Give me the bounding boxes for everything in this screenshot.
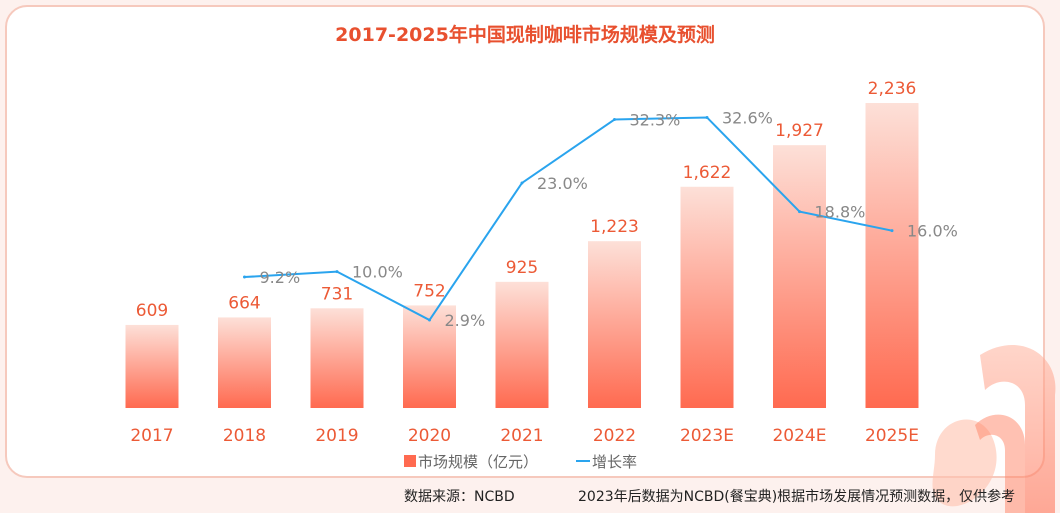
x-tick-label-2018: 2018 xyxy=(223,426,266,446)
bar-2024E xyxy=(773,145,826,408)
x-tick-label-2020: 2020 xyxy=(408,426,451,446)
growth-point-2024E xyxy=(798,210,801,214)
bar-value-label-2022: 1,223 xyxy=(590,217,639,237)
growth-label-2023E: 32.6% xyxy=(722,108,773,127)
legend-bar-swatch xyxy=(404,455,416,467)
bar-value-label-2021: 925 xyxy=(506,258,538,278)
x-tick-label-2025E: 2025E xyxy=(865,426,919,446)
x-tick-label-2021: 2021 xyxy=(500,426,543,446)
growth-label-2018: 9.2% xyxy=(260,268,301,287)
bar-2019 xyxy=(310,308,364,408)
growth-rate-line xyxy=(244,116,893,322)
growth-point-2019 xyxy=(335,270,339,274)
bar-value-label-2017: 609 xyxy=(136,301,168,321)
x-tick-label-2017: 2017 xyxy=(130,426,173,446)
legend-line-label: 增长率 xyxy=(592,453,637,471)
growth-point-2022 xyxy=(613,118,616,122)
growth-label-2019: 10.0% xyxy=(352,263,403,282)
bar-value-label-2018: 664 xyxy=(228,293,260,313)
bar-2022 xyxy=(588,241,641,408)
bar-2018 xyxy=(218,317,271,408)
x-tick-label-2022: 2022 xyxy=(593,426,636,446)
growth-label-2022: 32.3% xyxy=(630,111,681,130)
x-tick-label-2024E: 2024E xyxy=(772,426,826,446)
bar-2021 xyxy=(495,281,549,408)
decorative-ribbon-graphic xyxy=(932,344,1056,513)
growth-label-2025E: 16.0% xyxy=(907,222,958,241)
bar-value-label-2023E: 1,622 xyxy=(683,163,732,183)
bar-value-label-2020: 752 xyxy=(413,281,445,301)
growth-point-2020 xyxy=(428,318,431,322)
growth-point-2018 xyxy=(243,275,246,279)
growth-label-2021: 23.0% xyxy=(537,174,588,193)
bar-2017 xyxy=(125,324,179,408)
bar-value-label-2025E: 2,236 xyxy=(868,79,917,99)
bar-value-label-2024E: 1,927 xyxy=(775,121,824,141)
bar-2023E xyxy=(680,186,734,408)
bar-2020 xyxy=(403,305,456,408)
growth-point-2023E xyxy=(705,115,709,119)
legend-bar-label: 市场规模（亿元） xyxy=(418,453,538,471)
growth-label-2024E: 18.8% xyxy=(815,203,866,222)
footer-source: 数据来源：NCBD xyxy=(404,489,515,505)
footer-note: 2023年后数据为NCBD(餐宝典)根据市场发展情况预测数据，仅供参考 xyxy=(578,489,1016,505)
growth-label-2020: 2.9% xyxy=(445,311,486,330)
legend: 市场规模（亿元） 增长率 xyxy=(404,453,637,471)
stray-percent-label: 0.0% xyxy=(944,404,967,414)
x-tick-label-2023E: 2023E xyxy=(680,426,734,446)
chart-title: 2017-2025年中国现制咖啡市场规模及预测 xyxy=(335,23,715,46)
x-tick-label-2019: 2019 xyxy=(315,426,358,446)
growth-point-2021 xyxy=(520,181,524,185)
bar-2025E xyxy=(865,103,919,409)
bar-value-label-2019: 731 xyxy=(321,284,353,304)
growth-point-2025E xyxy=(890,229,894,233)
